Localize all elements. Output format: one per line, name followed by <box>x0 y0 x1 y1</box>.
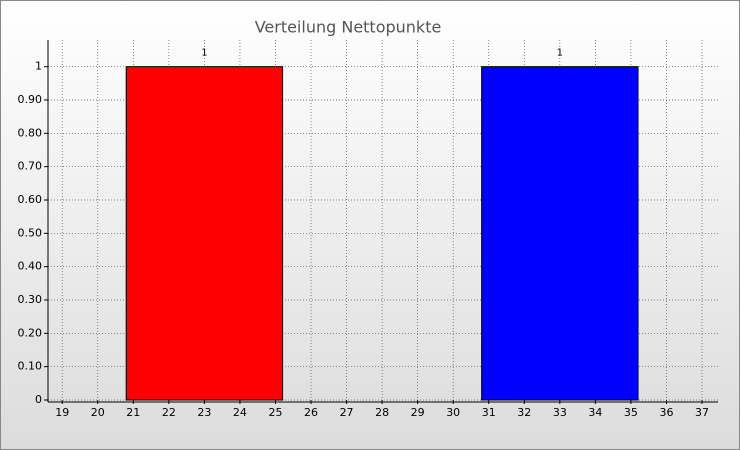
y-tick-label: 0.70 <box>18 160 43 173</box>
y-tick-label: 1 <box>35 60 42 73</box>
x-tick-label: 24 <box>233 406 247 419</box>
data-label: 1 <box>201 48 207 59</box>
bar <box>125 66 284 401</box>
y-tick-label: 0.60 <box>18 193 43 206</box>
y-tick-label: 0 <box>35 393 42 406</box>
y-tick-label: 0.20 <box>18 326 43 339</box>
x-tick-label: 34 <box>588 406 602 419</box>
x-tick-label: 27 <box>340 406 354 419</box>
x-tick-label: 19 <box>55 406 69 419</box>
x-tick-label: 25 <box>268 406 282 419</box>
x-tick-label: 26 <box>304 406 318 419</box>
x-tick-label: 33 <box>553 406 567 419</box>
x-tick-label: 23 <box>197 406 211 419</box>
x-tick-label: 31 <box>482 406 496 419</box>
x-tick-label: 20 <box>91 406 105 419</box>
x-tick-label: 28 <box>375 406 389 419</box>
bar <box>481 66 639 401</box>
y-tick-label: 0.10 <box>18 360 43 373</box>
x-tick-label: 21 <box>126 406 140 419</box>
x-tick-label: 36 <box>659 406 673 419</box>
y-tick-label: 0.40 <box>18 260 43 273</box>
x-tick-label: 35 <box>624 406 638 419</box>
y-tick-label: 0.80 <box>18 126 43 139</box>
x-tick-label: 32 <box>517 406 531 419</box>
x-tick-label: 37 <box>695 406 709 419</box>
x-tick-label: 29 <box>411 406 425 419</box>
y-tick-label: 0.50 <box>18 226 43 239</box>
y-tick-label: 0.90 <box>18 93 43 106</box>
x-tick-label: 30 <box>446 406 460 419</box>
data-label: 1 <box>557 48 563 59</box>
x-tick-label: 22 <box>162 406 176 419</box>
chart-title: Verteilung Nettopunkte <box>255 18 442 37</box>
y-tick-label: 0.30 <box>18 293 43 306</box>
